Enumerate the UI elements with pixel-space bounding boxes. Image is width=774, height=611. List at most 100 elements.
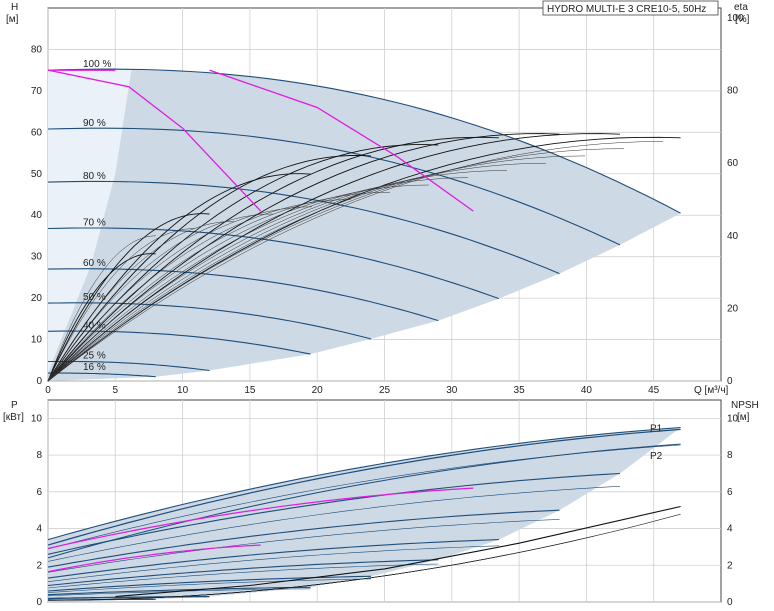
power-curve <box>47 509 560 568</box>
x-tick-label: 35 <box>514 385 526 396</box>
power-panel: 0 2 4 6 8 10 0 2 4 6 8 10 P1 P2 <box>31 399 739 608</box>
efficiency-curve <box>47 136 681 382</box>
y-tick-label: 10 <box>31 335 43 346</box>
x-tick-label: 5 <box>113 385 119 396</box>
power-curve <box>48 595 210 599</box>
speed-label-100pct: 100 % <box>83 59 111 70</box>
power-curve-p2 <box>47 578 372 593</box>
magenta-limit-curve <box>47 69 262 212</box>
p-tick-label: 0 <box>36 597 42 608</box>
y2-tick-label: 20 <box>727 303 739 314</box>
efficiency-curve-fine <box>47 235 156 382</box>
magenta-limit-curve <box>209 69 474 212</box>
efficiency-curve <box>47 253 156 382</box>
power-curve <box>47 472 621 555</box>
title-frame <box>542 0 719 16</box>
npsh-axis-title: NPSH <box>731 400 759 411</box>
npsh-tick-label: 0 <box>727 597 733 608</box>
head-curve-50pct <box>47 302 372 340</box>
x-tick-label: 45 <box>648 385 660 396</box>
x-axis-title: Q [м³/ч] <box>694 385 729 396</box>
power-operating-area <box>48 427 681 602</box>
x-tick-label: 40 <box>581 385 593 396</box>
head-curve-100pct <box>47 68 681 214</box>
npsh-tick-label: 6 <box>727 487 733 498</box>
head-curve-80pct <box>47 180 560 275</box>
speed-label-90pct: 90 % <box>83 118 106 129</box>
y2-axis-title: eta <box>734 2 748 13</box>
head-curve-70pct <box>47 227 500 300</box>
head-curve-90pct <box>47 127 621 246</box>
efficiency-curve-fine <box>47 170 508 382</box>
power-curve <box>47 559 439 587</box>
p1-label: P1 <box>650 424 663 435</box>
speed-label-25pct: 25 % <box>83 351 106 362</box>
efficiency-curve <box>47 136 499 382</box>
p-axis-unit: [кВт] <box>3 412 24 423</box>
head-curve-16pct <box>48 372 156 378</box>
magenta-power-limit <box>47 487 474 550</box>
y-tick-label: 0 <box>36 376 42 387</box>
y-axis-unit: [м] <box>6 14 19 25</box>
efficiency-curve-fine <box>47 206 312 382</box>
power-curve-p2 <box>47 486 621 562</box>
y-tick-label: 50 <box>31 169 43 180</box>
speed-label-80pct: 80 % <box>83 171 106 182</box>
y-tick-label: 40 <box>31 210 43 221</box>
efficiency-curve-fine <box>47 228 195 382</box>
speed-label-16pct: 16 % <box>83 362 106 373</box>
npsh-curve-fine <box>47 513 681 601</box>
efficiency-curve-fine <box>47 162 547 382</box>
p1-curve <box>47 428 681 546</box>
npsh-axis-unit: [м] <box>737 412 750 423</box>
p-tick-label: 6 <box>36 487 42 498</box>
y2-tick-label: 40 <box>727 231 739 242</box>
npsh-tick-label: 2 <box>727 560 733 571</box>
p-tick-label: 2 <box>36 560 42 571</box>
efficiency-curve <box>47 155 372 382</box>
efficiency-curve <box>47 213 210 382</box>
y-tick-label: 60 <box>31 127 43 138</box>
x-tick-label: 30 <box>446 385 458 396</box>
x-tick-label: 20 <box>312 385 324 396</box>
p2-curve <box>47 443 681 559</box>
head-panel: 100 %90 %80 %70 %60 %50 %40 %25 %16 %010… <box>31 7 744 396</box>
speed-label-60pct: 60 % <box>83 258 106 269</box>
npsh-tick-label: 10 <box>727 413 739 424</box>
efficiency-curve-fine <box>47 213 273 382</box>
magenta-power-limit <box>47 544 261 573</box>
npsh-tick-label: 8 <box>727 450 733 461</box>
x-tick-label: 25 <box>379 385 391 396</box>
operating-area <box>48 69 681 381</box>
low-flow-area <box>48 70 132 373</box>
y2-tick-label: 80 <box>727 86 739 97</box>
power-curve-p2 <box>47 596 210 600</box>
y-tick-label: 30 <box>31 252 43 263</box>
x-tick-label: 0 <box>45 385 51 396</box>
y-axis-title: H <box>11 2 18 13</box>
efficiency-curve-fine <box>47 148 625 382</box>
efficiency-curve <box>47 133 621 382</box>
power-curve <box>47 586 311 596</box>
power-curve-p2 <box>47 563 439 589</box>
y2-tick-label: 100 <box>727 13 744 24</box>
efficiency-curve-fine <box>47 155 586 382</box>
efficiency-curve-fine <box>47 221 234 382</box>
p-tick-label: 4 <box>36 524 42 535</box>
x-tick-label: 10 <box>177 385 189 396</box>
head-curve-40pct <box>47 330 311 355</box>
npsh-curve <box>115 505 681 598</box>
npsh-tick-label: 4 <box>727 524 733 535</box>
power-curve-p2 <box>47 519 560 573</box>
y-tick-label: 20 <box>31 293 43 304</box>
speed-label-70pct: 70 % <box>83 217 106 228</box>
p-tick-label: 8 <box>36 450 42 461</box>
power-curve <box>47 539 499 579</box>
y2-tick-label: 0 <box>727 376 733 387</box>
head-curve-25pct <box>48 360 210 372</box>
p2-label: P2 <box>650 451 663 462</box>
p-axis-title: P <box>11 400 18 411</box>
power-curve-p2 <box>47 545 499 582</box>
y-tick-label: 70 <box>31 86 43 97</box>
